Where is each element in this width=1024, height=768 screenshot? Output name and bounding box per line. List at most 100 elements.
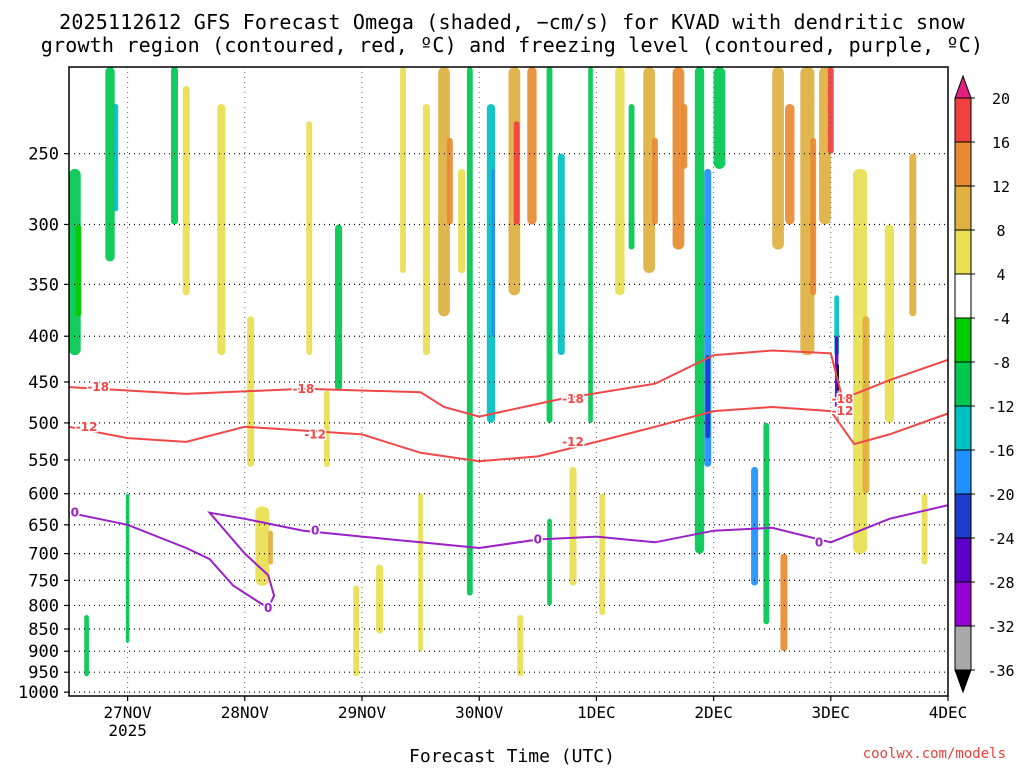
- colorbar-box: [954, 185, 972, 231]
- y-tick-label: 550: [28, 451, 59, 471]
- contour-minus12-label: -12: [76, 420, 98, 434]
- colorbar-box: [954, 449, 972, 495]
- omega-cell: [751, 466, 759, 586]
- omega-cell: [422, 104, 430, 356]
- contour-minus12: [68, 405, 949, 463]
- colorbar-box: [954, 317, 972, 363]
- omega-cell: [681, 104, 688, 169]
- y-tick-label: 800: [28, 596, 59, 616]
- contour-minus12-label: -12: [832, 404, 854, 418]
- omega-cell: [458, 168, 466, 274]
- omega-cell: [694, 67, 705, 554]
- colorbar-box: [954, 625, 972, 671]
- contour-freezing: [68, 504, 949, 610]
- x-tick-sublabel: 2025: [108, 721, 147, 740]
- colorbar-box: [954, 97, 972, 143]
- colorbar-label: -4: [992, 310, 1010, 328]
- omega-cell: [546, 67, 553, 423]
- y-tick-label: 700: [28, 545, 59, 565]
- omega-cell: [323, 390, 330, 467]
- omega-cell: [268, 530, 273, 565]
- x-tick-label: 1DEC: [577, 703, 616, 722]
- colorbar-box: [954, 581, 972, 627]
- omega-cell: [170, 67, 178, 225]
- contour-minus18: [68, 349, 949, 418]
- contour-freezing-label: 0: [815, 535, 823, 549]
- y-tick-label: 650: [28, 516, 59, 536]
- omega-cell: [125, 493, 130, 643]
- omega-cell: [628, 104, 635, 250]
- y-tick-label: 750: [28, 571, 59, 591]
- contour-minus18-label: -18: [832, 392, 854, 406]
- omega-cell: [615, 67, 625, 296]
- omega-cell: [353, 585, 360, 677]
- y-tick-label: 450: [28, 373, 59, 393]
- colorbar-box: [954, 537, 972, 583]
- colorbar-label: -32: [987, 618, 1014, 636]
- contour-freezing-label: 0: [71, 506, 79, 520]
- y-tick-label: 600: [28, 485, 59, 505]
- colorbar: -36 -32 -28 -24 -20 -16 -12 -8 -4 4 8 12 16 20: [954, 74, 1015, 694]
- y-tick-label: 250: [28, 145, 59, 165]
- contour-minus18-label: -18: [87, 380, 109, 394]
- colorbar-label: -24: [987, 530, 1014, 548]
- y-tick-label: 950: [28, 663, 59, 683]
- omega-cell: [418, 493, 423, 652]
- y-tick-label: 900: [28, 642, 59, 662]
- x-axis-title: Forecast Time (UTC): [409, 746, 615, 767]
- credit-link[interactable]: coolwx.com/models: [862, 746, 1006, 762]
- colorbar-box: [954, 361, 972, 407]
- omega-cell: [182, 85, 190, 296]
- omega-cell: [772, 67, 784, 250]
- y-tick-label: 400: [28, 327, 59, 347]
- omega-cell: [599, 493, 606, 616]
- x-tick-label: 30NOV: [455, 703, 504, 722]
- omega-cell: [652, 137, 658, 225]
- colorbar-label: 4: [996, 266, 1005, 284]
- colorbar-box: [954, 493, 972, 539]
- y-tick-label: 350: [28, 275, 59, 295]
- omega-cell: [909, 153, 917, 317]
- omega-cell: [491, 168, 496, 337]
- omega-cell: [862, 316, 870, 494]
- colorbar-bottom-triangle: [954, 669, 972, 694]
- omega-cell: [217, 104, 226, 356]
- x-tick-label: 4DEC: [929, 703, 968, 722]
- colorbar-label: -12: [987, 398, 1014, 416]
- x-tick-label: 28NOV: [221, 703, 270, 722]
- colorbar-label: 8: [996, 222, 1005, 240]
- colorbar-box: [954, 273, 972, 319]
- omega-cell: [438, 67, 450, 317]
- contour-minus12-label: -12: [304, 427, 326, 441]
- omega-cell: [84, 615, 89, 677]
- colorbar-top-triangle: [954, 74, 972, 99]
- chart-title-line-1: 2025112612 GFS Forecast Omega (shaded, −…: [59, 10, 965, 34]
- contour-minus12-label: -12: [562, 435, 584, 449]
- colorbar-label: -16: [987, 442, 1014, 460]
- omega-cell: [466, 67, 473, 596]
- omega-cell: [517, 615, 524, 677]
- contour-freezing-label: 0: [534, 532, 542, 546]
- x-tick-label: 29NOV: [338, 703, 387, 722]
- omega-cell: [763, 422, 770, 625]
- x-tick-label: 3DEC: [812, 703, 851, 722]
- colorbar-box: [954, 229, 972, 275]
- colorbar-label: 16: [992, 134, 1010, 152]
- omega-cell: [376, 564, 384, 634]
- omega-shading: [69, 67, 928, 677]
- colorbar-label: 12: [992, 178, 1010, 196]
- omega-cell: [400, 67, 406, 274]
- y-tick-label: 1000: [18, 683, 59, 703]
- omega-cell: [837, 390, 840, 423]
- omega-cell: [547, 518, 552, 606]
- omega-cell: [527, 67, 537, 225]
- contour-freezing-label: 0: [311, 524, 319, 538]
- colorbar-label: -36: [987, 662, 1014, 680]
- omega-cell: [705, 355, 711, 439]
- contour-freezing-label: 0: [264, 601, 272, 615]
- y-tick-label: 850: [28, 620, 59, 640]
- colorbar-label: -8: [992, 354, 1010, 372]
- omega-cell: [827, 67, 834, 154]
- omega-cell: [306, 121, 313, 356]
